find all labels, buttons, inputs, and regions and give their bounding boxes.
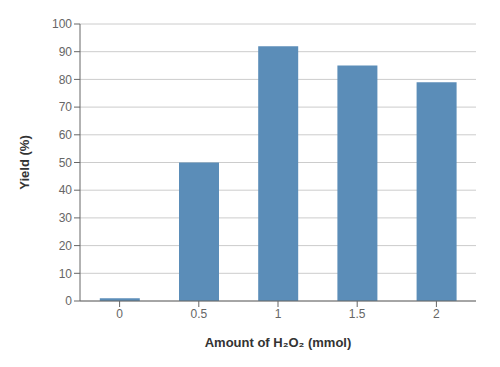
svg-text:70: 70	[59, 100, 73, 114]
svg-text:40: 40	[59, 183, 73, 197]
svg-text:1.5: 1.5	[349, 307, 366, 321]
svg-text:60: 60	[59, 128, 73, 142]
svg-text:80: 80	[59, 73, 73, 87]
svg-text:50: 50	[59, 156, 73, 170]
svg-text:0: 0	[116, 307, 123, 321]
svg-text:20: 20	[59, 239, 73, 253]
svg-text:2: 2	[433, 307, 440, 321]
svg-text:1: 1	[275, 307, 282, 321]
svg-text:Yield (%): Yield (%)	[17, 135, 32, 189]
svg-text:30: 30	[59, 211, 73, 225]
svg-text:90: 90	[59, 45, 73, 59]
svg-text:100: 100	[52, 17, 72, 31]
svg-text:10: 10	[59, 267, 73, 281]
svg-text:0: 0	[65, 294, 72, 308]
svg-text:0.5: 0.5	[190, 307, 207, 321]
svg-text:Amount of H₂O₂ (mmol): Amount of H₂O₂ (mmol)	[205, 335, 352, 350]
